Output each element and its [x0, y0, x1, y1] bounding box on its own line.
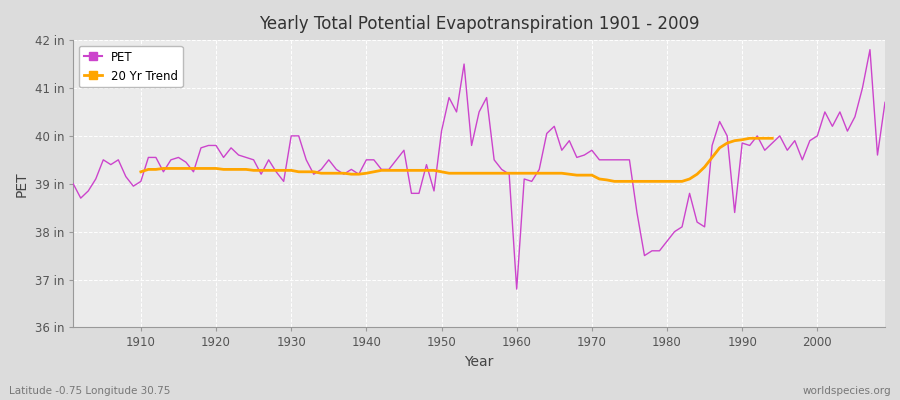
Text: Latitude -0.75 Longitude 30.75: Latitude -0.75 Longitude 30.75: [9, 386, 170, 396]
Text: worldspecies.org: worldspecies.org: [803, 386, 891, 396]
X-axis label: Year: Year: [464, 355, 494, 369]
Legend: PET, 20 Yr Trend: PET, 20 Yr Trend: [79, 46, 183, 87]
Y-axis label: PET: PET: [15, 171, 29, 196]
Title: Yearly Total Potential Evapotranspiration 1901 - 2009: Yearly Total Potential Evapotranspiratio…: [259, 15, 699, 33]
